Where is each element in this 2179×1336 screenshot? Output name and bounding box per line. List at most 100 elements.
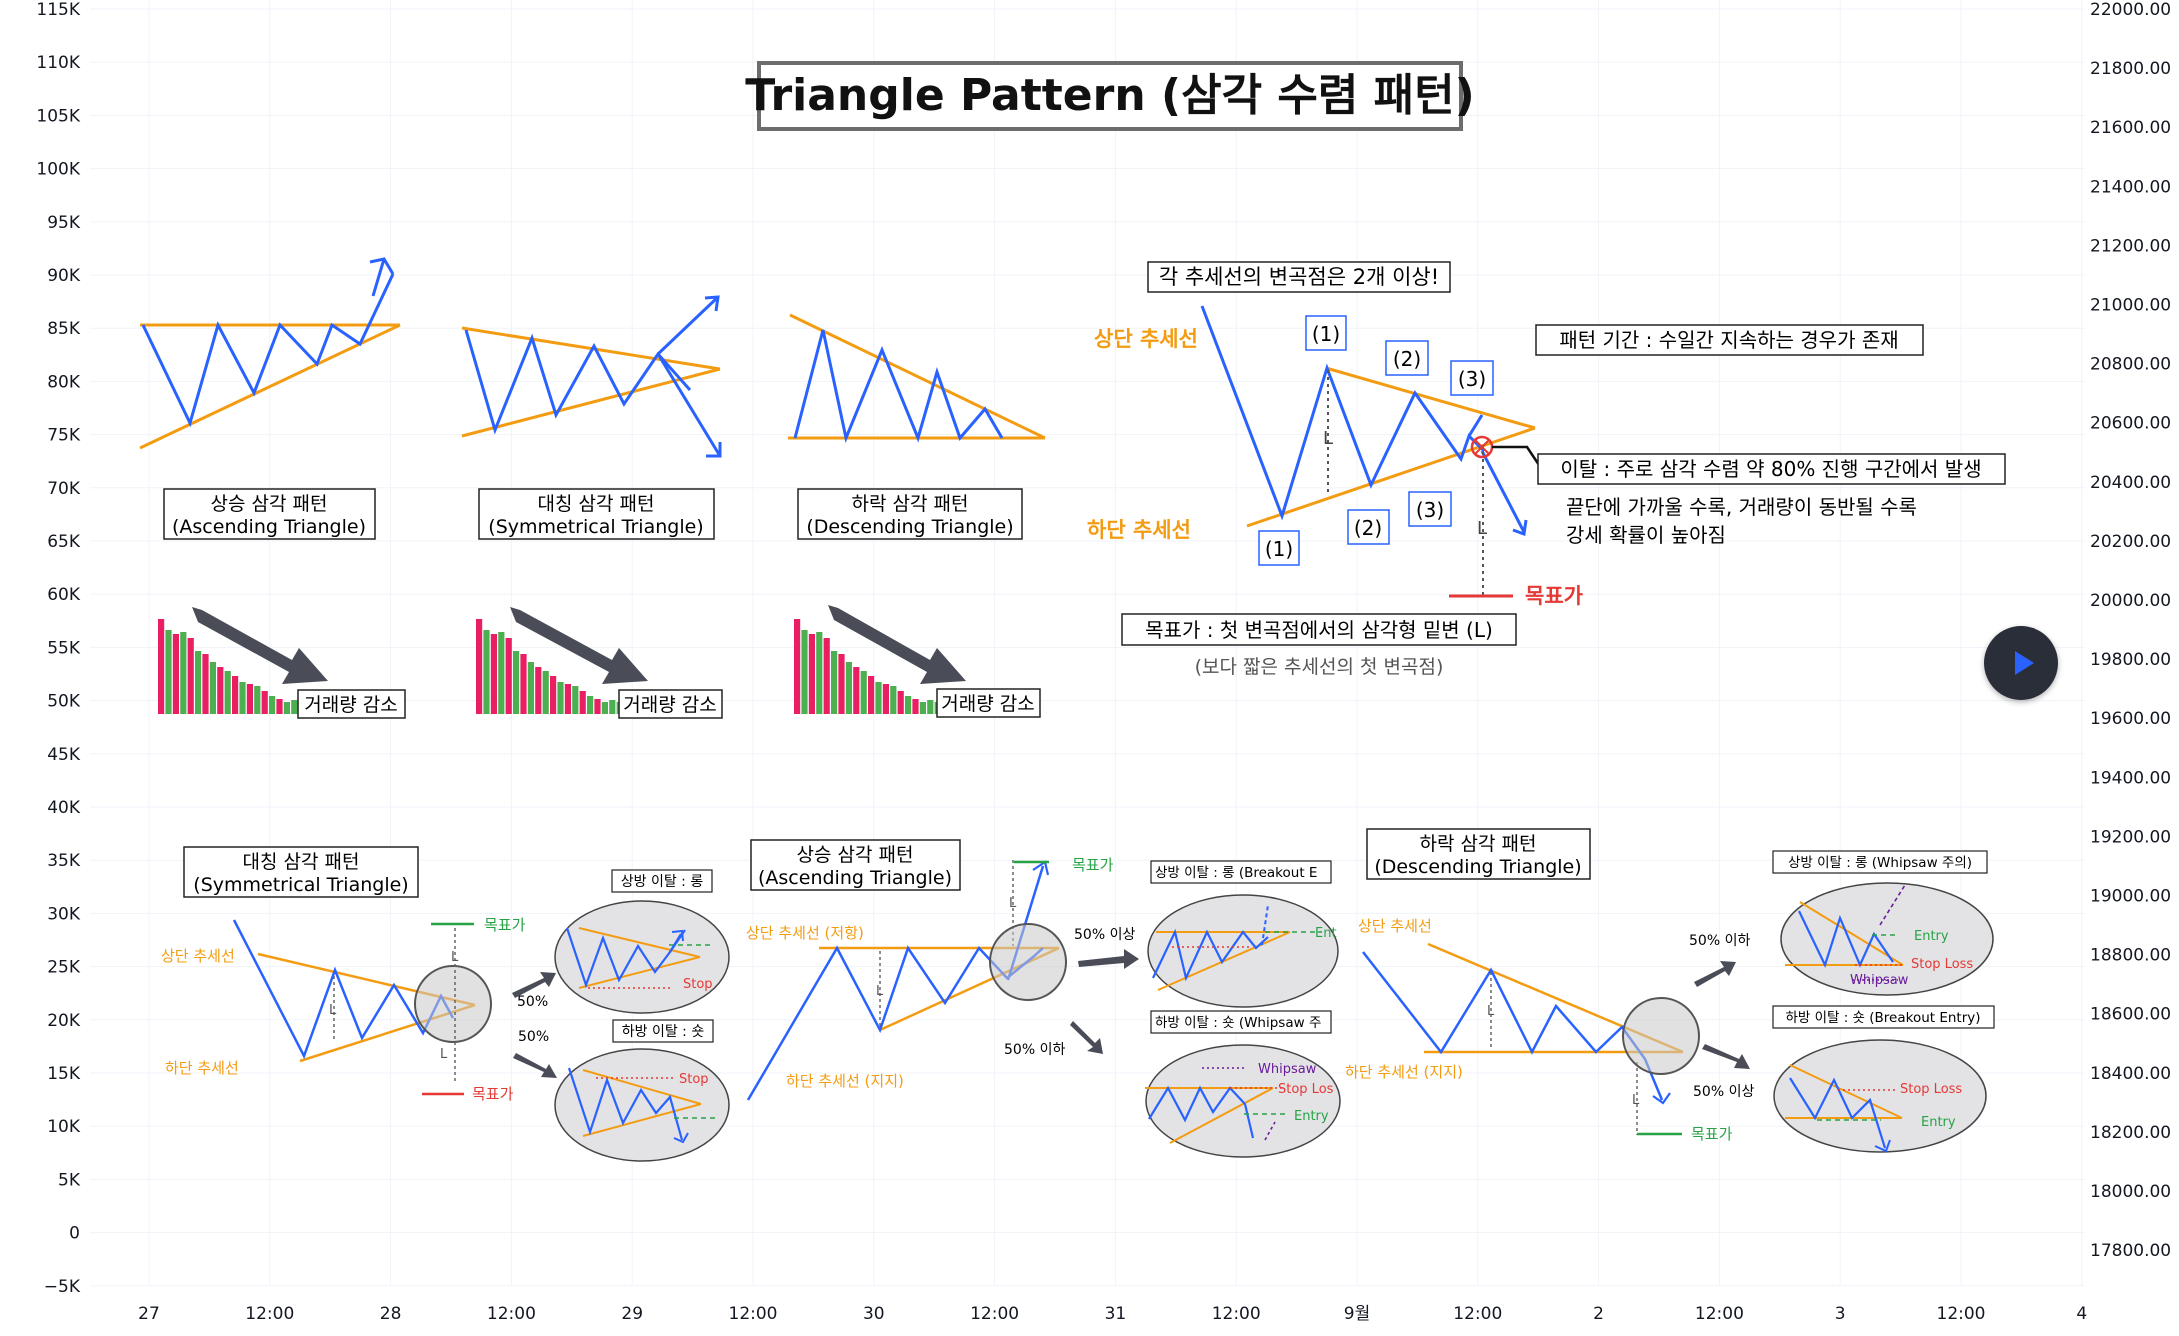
volume-bar — [557, 682, 564, 714]
svg-text:상단 추세선 (저항): 상단 추세선 (저항) — [746, 924, 864, 942]
label-ascending-en: (Ascending Triangle) — [172, 516, 366, 538]
right-axis-tick: 19800.00 — [2090, 650, 2171, 670]
label-descending-en: (Descending Triangle) — [806, 516, 1013, 538]
right-axis-tick: 19000.00 — [2090, 887, 2171, 907]
detail-diagram: 각 추세선의 변곡점은 2개 이상! 상단 추세선 하단 추세선 L L 목표가… — [1087, 261, 2006, 678]
right-axis-tick: 17800.00 — [2090, 1241, 2171, 1261]
time-axis-tick: 4 — [2076, 1304, 2087, 1324]
volume-bar — [853, 667, 860, 714]
time-axis-tick: 27 — [138, 1304, 160, 1324]
left-axis-tick: 75K — [47, 426, 81, 446]
left-price-axis: 115K 110K 105K 100K 95K 90K 85K 80K 75K 70K 65K 60K… — [36, 0, 80, 1297]
thumb-ascending: 상승 삼각 패턴 (Ascending Triangle) — [139, 257, 401, 540]
svg-text:50%: 50% — [517, 994, 548, 1010]
price-path — [1200, 305, 1486, 521]
time-axis-tick: 12:00 — [245, 1304, 294, 1324]
bottom-symmetrical: 대칭 삼각 패턴 (Symmetrical Triangle) 상단 추세선 하… — [161, 846, 730, 1162]
svg-text:Stop Loss: Stop Loss — [1911, 957, 1973, 972]
svg-text:L: L — [451, 950, 459, 965]
left-axis-tick: 30K — [47, 904, 81, 924]
volume-bar — [202, 654, 209, 714]
volume-bar — [594, 699, 601, 714]
time-axis: 27 12:00 28 12:00 29 12:00 30 12:00 31 12:00 9월 12:… — [138, 1304, 2087, 1324]
volume-bar — [823, 638, 830, 714]
volume-bar — [564, 684, 571, 714]
volume-decrease-group-1: 거래량 감소 — [192, 607, 406, 719]
left-axis-tick: 20K — [47, 1011, 81, 1031]
volume-bar — [209, 662, 216, 714]
left-axis-tick: 85K — [47, 319, 81, 339]
volume-bar — [254, 686, 261, 714]
volume-bar — [527, 662, 534, 714]
volume-bar — [601, 702, 608, 714]
label-symmetrical-ko: 대칭 삼각 패턴 — [538, 493, 655, 515]
svg-text:Stop Loss: Stop Loss — [1900, 1082, 1962, 1097]
pivot-lower-2: (2) — [1354, 516, 1382, 540]
svg-text:L: L — [440, 1047, 448, 1062]
svg-text:L: L — [1009, 896, 1017, 911]
price-path — [141, 273, 395, 428]
volume-bar — [905, 696, 912, 714]
time-axis-tick: 12:00 — [970, 1304, 1019, 1324]
pivot-lower-1: (1) — [1265, 537, 1293, 561]
volume-bar — [860, 671, 867, 714]
volume-bar — [505, 638, 512, 714]
volume-bar — [520, 654, 527, 714]
time-axis-tick: 28 — [380, 1304, 402, 1324]
svg-text:상단 추세선: 상단 추세선 — [1358, 917, 1432, 935]
left-axis-tick: 25K — [47, 958, 81, 978]
volume-bar — [261, 691, 268, 714]
right-axis-tick: 18800.00 — [2090, 946, 2171, 966]
right-axis-tick: 19400.00 — [2090, 768, 2171, 788]
volume-bar — [542, 671, 549, 714]
svg-text:(Ascending Triangle): (Ascending Triangle) — [758, 867, 952, 889]
svg-text:L: L — [1487, 1004, 1495, 1019]
svg-text:50% 이상: 50% 이상 — [1074, 927, 1135, 943]
svg-text:하단 추세선 (지지): 하단 추세선 (지지) — [1345, 1063, 1463, 1081]
volume-bar — [172, 634, 179, 714]
thumb-symmetrical: 대칭 삼각 패턴 (Symmetrical Triangle) — [461, 295, 722, 540]
left-axis-tick: 50K — [47, 692, 81, 712]
volume-bar — [831, 651, 838, 714]
right-axis-tick: 21600.00 — [2090, 118, 2171, 138]
svg-text:상방 이탈 : 롱 (Breakout E: 상방 이탈 : 롱 (Breakout E — [1155, 865, 1317, 881]
volume-bar — [927, 700, 934, 714]
left-axis-tick: 55K — [47, 638, 81, 658]
volume-bar — [572, 686, 579, 714]
svg-text:(Symmetrical Triangle): (Symmetrical Triangle) — [193, 874, 408, 896]
left-axis-tick: 15K — [47, 1064, 81, 1084]
breakout-sub2: 강세 확률이 높아짐 — [1566, 523, 1726, 547]
pivot-lower-3: (3) — [1416, 498, 1444, 522]
right-axis-tick: 18000.00 — [2090, 1182, 2171, 1202]
target-label: 목표가 — [1525, 584, 1584, 608]
title-box: Triangle Pattern (삼각 수렴 패턴) — [745, 61, 1475, 131]
svg-text:하방 이탈 : 숏 (Breakout Entry): 하방 이탈 : 숏 (Breakout Entry) — [1785, 1010, 1980, 1026]
time-axis-tick: 9월 — [1344, 1304, 1370, 1324]
breakout-sub1: 끝단에 가까울 수록, 거래량이 동반될 수록 — [1566, 495, 1917, 519]
play-icon — [2014, 651, 2034, 675]
pivot-upper-1: (1) — [1312, 322, 1340, 346]
label-descending-ko: 하락 삼각 패턴 — [852, 493, 969, 515]
left-axis-tick: 65K — [47, 532, 81, 552]
bottom-descending: 하락 삼각 패턴 (Descending Triangle) 상단 추세선 하단… — [1345, 828, 1995, 1153]
target-sub: (보다 짧은 추세선의 첫 변곡점) — [1195, 656, 1444, 678]
left-axis-tick: 110K — [36, 53, 80, 73]
play-replay-button[interactable] — [1984, 626, 2058, 700]
right-price-axis: 22000.00 21800.00 21600.00 21400.00 21200.00… — [2090, 0, 2171, 1261]
svg-text:L: L — [1632, 1093, 1640, 1108]
volume-bar — [897, 691, 904, 714]
right-axis-tick: 21000.00 — [2090, 296, 2171, 316]
right-axis-tick: 21200.00 — [2090, 236, 2171, 256]
svg-text:L: L — [876, 984, 884, 999]
right-axis-tick: 20800.00 — [2090, 355, 2171, 375]
volume-decrease-label: 거래량 감소 — [623, 694, 716, 716]
svg-text:Entry: Entry — [1914, 929, 1949, 944]
target-note: 목표가 : 첫 변곡점에서의 삼각형 밑변 (L) — [1145, 618, 1493, 642]
volume-bar — [291, 700, 298, 714]
chart-grid — [90, 0, 2085, 1287]
volume-bar — [269, 696, 276, 714]
svg-text:(Descending Triangle): (Descending Triangle) — [1374, 856, 1581, 878]
label-ascending-ko: 상승 삼각 패턴 — [211, 493, 328, 515]
breakout-note: 이탈 : 주로 삼각 수렴 약 80% 진행 구간에서 발생 — [1560, 457, 1981, 481]
volume-bars-symmetrical — [476, 619, 623, 714]
